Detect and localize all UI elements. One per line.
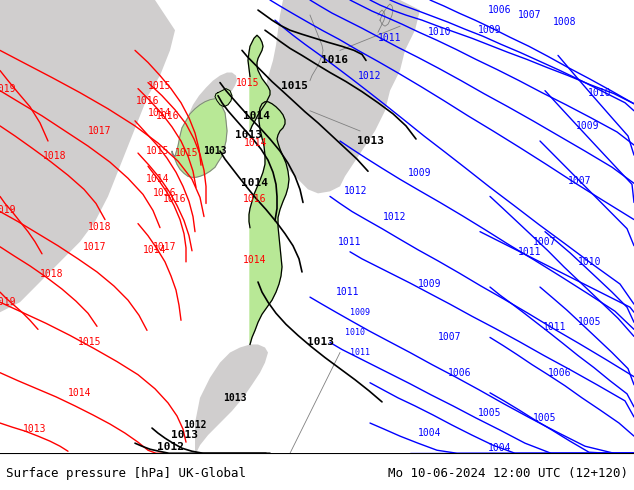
Text: 1019: 1019 <box>0 297 16 307</box>
Text: 1017: 1017 <box>83 242 107 252</box>
Polygon shape <box>172 98 227 177</box>
Text: 1014: 1014 <box>146 174 170 184</box>
Text: 1007: 1007 <box>518 10 541 20</box>
Text: 1009: 1009 <box>408 168 432 178</box>
Polygon shape <box>0 0 175 312</box>
Text: 1012: 1012 <box>358 71 382 80</box>
Text: 1017: 1017 <box>88 126 112 136</box>
Text: 1011: 1011 <box>518 247 541 257</box>
Text: 1012: 1012 <box>183 420 207 430</box>
Text: 1012: 1012 <box>344 186 368 196</box>
Text: 1011: 1011 <box>378 33 402 43</box>
Polygon shape <box>263 0 420 194</box>
Text: 1004: 1004 <box>488 443 512 453</box>
Text: 1008: 1008 <box>553 17 577 27</box>
Text: 1015: 1015 <box>146 146 170 156</box>
Text: 1015: 1015 <box>78 338 101 347</box>
Polygon shape <box>187 73 237 138</box>
Text: 1015: 1015 <box>236 77 260 88</box>
Text: 1011: 1011 <box>350 348 370 357</box>
Text: 1016: 1016 <box>156 111 180 121</box>
Text: 1014: 1014 <box>244 138 268 148</box>
Polygon shape <box>249 102 289 344</box>
Text: 1019: 1019 <box>0 84 16 94</box>
Text: 1010: 1010 <box>428 27 452 37</box>
Text: 1009: 1009 <box>478 25 501 35</box>
Text: 1010: 1010 <box>578 257 602 267</box>
Text: 1004: 1004 <box>418 428 442 438</box>
Text: 1015: 1015 <box>281 81 309 91</box>
Text: 1012: 1012 <box>157 442 183 452</box>
Text: 1016: 1016 <box>243 195 267 204</box>
Text: 1016: 1016 <box>136 96 160 106</box>
Text: 1014: 1014 <box>243 255 267 265</box>
Text: 1014: 1014 <box>143 245 167 255</box>
Text: Mo 10-06-2024 12:00 UTC (12+120): Mo 10-06-2024 12:00 UTC (12+120) <box>387 467 628 480</box>
Text: Surface pressure [hPa] UK-Global: Surface pressure [hPa] UK-Global <box>6 467 247 480</box>
Text: 1014: 1014 <box>242 111 269 121</box>
Text: 1014: 1014 <box>240 178 268 188</box>
Polygon shape <box>215 89 232 107</box>
Text: 1011: 1011 <box>543 322 567 332</box>
Text: 1009: 1009 <box>350 308 370 317</box>
Text: 1018: 1018 <box>43 151 67 161</box>
Text: 1006: 1006 <box>488 5 512 15</box>
Text: 1013: 1013 <box>223 393 247 403</box>
Text: 1018: 1018 <box>88 221 112 232</box>
Text: 1017: 1017 <box>153 242 177 252</box>
Text: 1009: 1009 <box>576 121 600 131</box>
Text: 1012: 1012 <box>383 212 407 221</box>
Text: 1015: 1015 <box>148 81 172 91</box>
Text: 1019: 1019 <box>0 204 16 215</box>
Polygon shape <box>248 35 270 131</box>
Text: 1010: 1010 <box>345 328 365 337</box>
Text: 1011: 1011 <box>336 287 359 297</box>
Text: 1007: 1007 <box>568 176 592 186</box>
Text: 1006: 1006 <box>548 368 572 378</box>
Text: 1018: 1018 <box>40 269 64 279</box>
Text: 1016: 1016 <box>321 55 349 66</box>
Text: 1013: 1013 <box>356 136 384 146</box>
Text: 1013: 1013 <box>23 424 47 434</box>
Text: 1016: 1016 <box>153 188 177 198</box>
Text: 1005: 1005 <box>478 408 501 418</box>
Text: 1016: 1016 <box>163 195 187 204</box>
Text: 1013: 1013 <box>172 430 198 440</box>
Text: 1013: 1013 <box>235 130 261 140</box>
Text: 1007: 1007 <box>438 332 462 343</box>
Text: 1014: 1014 <box>148 108 172 118</box>
Text: 1006: 1006 <box>448 368 472 378</box>
Text: 1005: 1005 <box>533 413 557 423</box>
Text: 1014: 1014 <box>68 388 92 398</box>
Text: 1009: 1009 <box>418 279 442 289</box>
Text: 1007: 1007 <box>533 237 557 247</box>
Text: 1010: 1010 <box>588 88 612 98</box>
Text: 1015: 1015 <box>175 148 198 158</box>
Polygon shape <box>195 344 268 453</box>
Text: 1013: 1013 <box>204 146 227 156</box>
Text: 1013: 1013 <box>306 338 333 347</box>
Text: 1005: 1005 <box>578 318 602 327</box>
Text: 1011: 1011 <box>339 237 362 247</box>
